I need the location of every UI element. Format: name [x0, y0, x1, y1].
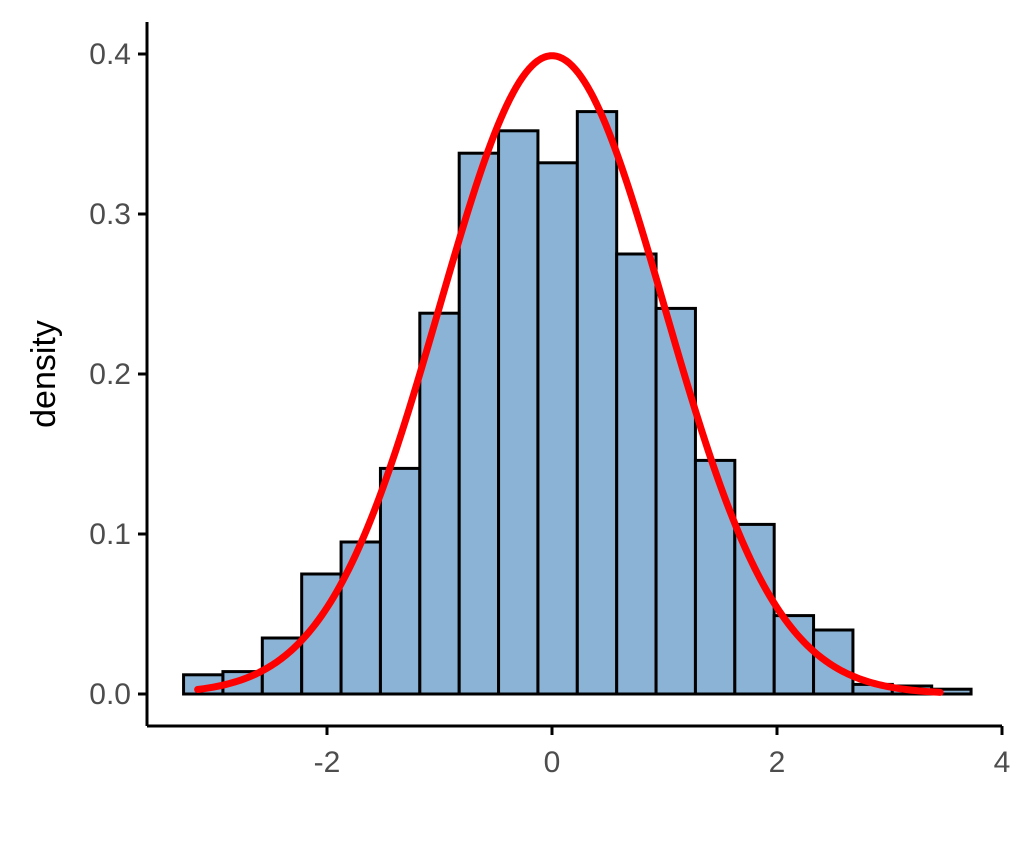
histogram-bar-9 — [536, 161, 579, 696]
x-axis-ticks: -2 0 2 4 — [314, 726, 1011, 779]
histogram-bar-11 — [615, 252, 658, 696]
histogram-bar-10 — [575, 110, 619, 696]
x-tick-label-2: 2 — [769, 746, 786, 779]
x-tick-label-1: 0 — [544, 746, 561, 779]
histogram-bar-8 — [497, 129, 540, 696]
x-tick-label-3: 4 — [994, 746, 1011, 779]
histogram-bar-14 — [733, 522, 776, 696]
y-tick-label-4: 0.4 — [89, 38, 131, 71]
y-axis-ticks: 0.0 0.1 0.2 0.3 0.4 — [89, 38, 147, 711]
y-tick-label-0: 0.0 — [89, 678, 131, 711]
histogram-bar-13 — [693, 458, 737, 696]
normal-density-curve — [194, 52, 944, 696]
x-tick-label-0: -2 — [314, 746, 341, 779]
histogram-bar-7 — [457, 151, 501, 696]
y-tick-label-2: 0.2 — [89, 358, 131, 391]
y-tick-label-3: 0.3 — [89, 198, 131, 231]
histogram-bars — [182, 110, 973, 696]
y-tick-label-1: 0.1 — [89, 518, 131, 551]
histogram-bar-5 — [378, 466, 422, 696]
histogram-bar-12 — [654, 306, 697, 696]
y-axis-title: density — [25, 320, 63, 428]
axes: 0.0 0.1 0.2 0.3 0.4 -2 0 2 4 — [89, 22, 1010, 779]
histogram-bar-4 — [339, 540, 382, 696]
histogram-bar-6 — [418, 311, 461, 696]
